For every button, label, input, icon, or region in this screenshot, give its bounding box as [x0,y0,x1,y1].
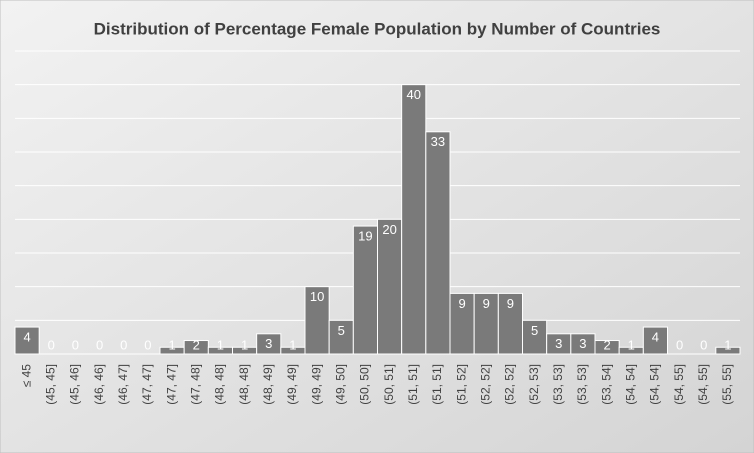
x-tick-label: (45, 46] [68,364,82,405]
data-label: 2 [193,337,200,352]
data-label: 9 [507,296,514,311]
x-tick-label: (49, 49] [285,364,299,405]
x-tick-label: (49, 50] [333,364,347,405]
data-label: 0 [144,337,151,352]
x-tick-label: ≤ 45 [19,364,33,388]
data-label: 0 [72,337,79,352]
data-label: 1 [724,337,731,352]
bar [377,218,403,355]
data-label: 33 [431,134,445,149]
x-tick-label: (53, 53] [575,364,589,405]
x-tick-label: (51, 51] [430,364,444,405]
data-label: 40 [407,87,421,102]
x-tick-label: (47, 47] [164,364,178,405]
x-tick-label: (54, 55] [672,364,686,405]
data-label: 4 [23,330,30,345]
x-tick-label: (45, 45] [43,364,57,405]
bar [14,326,40,355]
x-tick-label: (52, 53] [527,364,541,405]
x-tick-label: (48, 48] [237,364,251,405]
x-tick-label: (47, 48] [188,364,202,405]
x-tick-label: (55, 55] [720,364,734,405]
chart-title: Distribution of Percentage Female Popula… [94,19,661,38]
data-label: 20 [382,222,396,237]
bar [256,333,282,355]
data-label: 1 [289,337,296,352]
bar [497,292,524,355]
data-label: 0 [676,337,683,352]
data-label: 2 [603,337,610,352]
data-label: 1 [628,337,635,352]
data-label: 9 [483,296,490,311]
x-tick-label: (50, 50] [358,364,372,405]
x-tick-label: (54, 54] [648,364,662,405]
data-label: 0 [48,337,55,352]
data-label: 10 [310,289,324,304]
data-label: 5 [338,323,345,338]
x-tick-label: (52, 52] [503,364,517,405]
x-tick-label: (52, 52] [478,364,492,405]
x-tick-label: (53, 53] [551,364,565,405]
x-tick-label: (48, 49] [261,364,275,405]
data-label: 3 [265,336,272,351]
x-tick-label: (47, 47] [140,364,154,405]
data-label: 1 [217,337,224,352]
data-label: 19 [358,229,372,244]
data-label: 4 [652,330,659,345]
data-label: 0 [700,337,707,352]
data-label: 1 [168,337,175,352]
bar [522,319,548,355]
bar [425,131,451,355]
bar [715,346,741,355]
data-label: 3 [579,336,586,351]
data-label: 9 [458,296,465,311]
x-tick-label: (51, 52] [454,364,468,405]
x-tick-label: (49, 49] [309,364,323,405]
data-label: 1 [241,337,248,352]
x-tick-label: (51, 51] [406,364,420,405]
data-label: 0 [120,337,127,352]
x-tick-label: (53, 54] [599,364,613,405]
bar [473,292,499,355]
bar [352,225,379,355]
data-label: 5 [531,323,538,338]
x-tick-label: (54, 55] [696,364,710,405]
bar [642,326,668,355]
x-tick-label: (50, 51] [382,364,396,405]
x-tick-label: (54, 54] [623,364,637,405]
x-tick-label: (48, 48] [213,364,227,405]
data-label: 0 [96,337,103,352]
bar [401,84,427,355]
x-tick-label: (46, 46] [92,364,106,405]
x-tick-label: (46, 47] [116,364,130,405]
data-label: 3 [555,336,562,351]
